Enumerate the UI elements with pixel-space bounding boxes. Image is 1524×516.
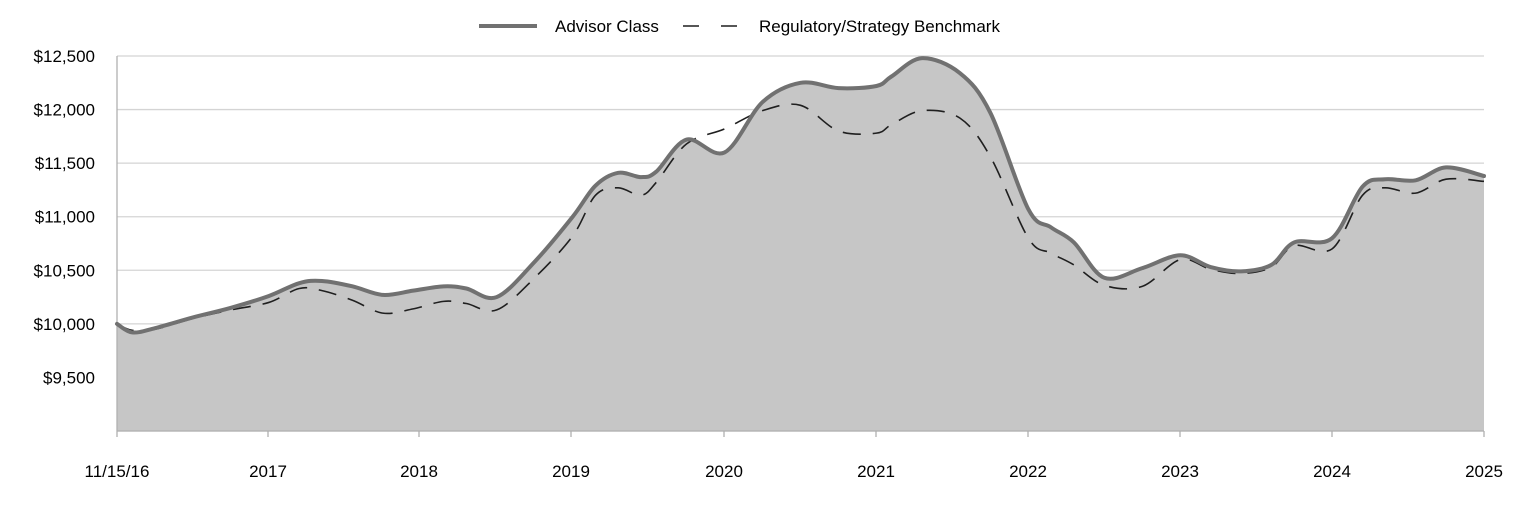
x-tick-label: 2023 bbox=[1161, 462, 1199, 481]
x-tick-label: 11/15/16 bbox=[85, 462, 150, 481]
axes bbox=[116, 56, 1485, 437]
x-tick-label: 2022 bbox=[1009, 462, 1047, 481]
x-axis-labels: 11/15/16 2017 2018 2019 2020 2021 2022 2023 2024… bbox=[85, 462, 1503, 481]
y-tick-label: $10,500 bbox=[34, 261, 95, 280]
x-tick-label: 2018 bbox=[400, 462, 438, 481]
y-tick-label: $12,500 bbox=[34, 47, 95, 66]
x-tick-label: 2020 bbox=[705, 462, 743, 481]
y-tick-label: $12,000 bbox=[34, 101, 95, 120]
advisor-series-line bbox=[115, 56, 1486, 335]
x-tick-label: 2021 bbox=[857, 462, 895, 481]
y-tick-label: $11,500 bbox=[35, 154, 95, 173]
y-axis-labels: $9,500 $10,000 $10,500 $11,000 $11,500 $12,00… bbox=[34, 47, 95, 387]
lines-layer bbox=[115, 56, 1486, 335]
legend: Advisor Class Regulatory/Strategy Benchm… bbox=[479, 17, 1000, 36]
y-tick-label: $11,000 bbox=[35, 208, 95, 227]
x-tick-label: 2024 bbox=[1313, 462, 1351, 481]
advisor-area-fill bbox=[117, 58, 1484, 431]
legend-advisor-label: Advisor Class bbox=[555, 17, 659, 36]
x-tick-label: 2025 bbox=[1465, 462, 1503, 481]
y-tick-label: $10,000 bbox=[34, 315, 95, 334]
x-tick-label: 2017 bbox=[249, 462, 287, 481]
area-layer bbox=[117, 58, 1484, 431]
benchmark-series-line bbox=[116, 103, 1485, 332]
y-tick-label: $9,500 bbox=[43, 368, 95, 387]
legend-benchmark-label: Regulatory/Strategy Benchmark bbox=[759, 17, 1000, 36]
x-tick-label: 2019 bbox=[552, 462, 590, 481]
